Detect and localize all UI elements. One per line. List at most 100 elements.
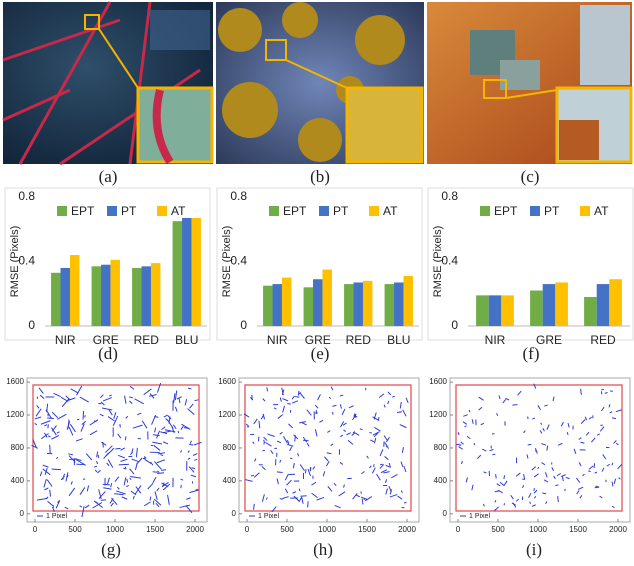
bar [263, 286, 272, 326]
bar [403, 276, 412, 326]
bar [304, 287, 313, 326]
bar [313, 279, 322, 326]
vector-texture [369, 432, 371, 433]
y-axis-label: RMSE (Pixels) [432, 226, 444, 298]
x-tick-label: 0 [33, 525, 38, 534]
bar [385, 284, 394, 326]
vector-texture [47, 418, 54, 419]
vector-texture [565, 489, 566, 491]
vector-texture [305, 469, 306, 473]
vector-texture [77, 419, 79, 420]
legend-swatch [580, 206, 590, 216]
legend-label: AT [171, 204, 186, 218]
x-tick-label: GRE [536, 333, 562, 347]
x-tick-label: 2000 [398, 525, 416, 534]
vector-texture [76, 464, 83, 465]
vector-texture [469, 410, 470, 412]
bar [101, 265, 110, 326]
y-tick-label: 0 [232, 509, 237, 518]
bar [555, 282, 568, 326]
x-tick-label: 2000 [609, 525, 627, 534]
y-tick-label: 0 [451, 318, 458, 332]
vector-texture [308, 501, 309, 507]
vector-texture [115, 448, 120, 449]
x-tick-label: 1500 [358, 525, 376, 534]
caption: (h) [313, 540, 333, 559]
x-tick-label: NIR [485, 333, 506, 347]
legend-label: PT [544, 204, 560, 218]
caption: (i) [526, 540, 542, 559]
y-tick-label: 400 [223, 476, 237, 485]
legend-swatch [107, 206, 117, 216]
vector-texture [504, 475, 505, 479]
x-tick-label: 500 [280, 525, 294, 534]
legend-label: AT [383, 204, 398, 218]
vector-texture [103, 484, 110, 485]
bar [354, 282, 363, 326]
vector-texture [188, 388, 191, 389]
bar [132, 268, 141, 326]
vector-texture [125, 436, 126, 440]
vector-texture [612, 418, 616, 419]
vector-texture [125, 467, 126, 469]
bar [151, 263, 160, 326]
x-tick-label: 1500 [146, 525, 164, 534]
x-tick-label: 500 [491, 525, 505, 534]
legend-swatch [319, 206, 329, 216]
legend-label: PT [121, 204, 137, 218]
x-tick-label: NIR [55, 333, 76, 347]
bar [394, 282, 403, 326]
bar [92, 266, 101, 326]
plot-frame [450, 378, 630, 522]
caption: (e) [311, 344, 330, 363]
caption: (c) [521, 167, 540, 186]
vector-texture [267, 387, 268, 391]
y-tick-label: 800 [223, 443, 237, 452]
bar [363, 281, 372, 326]
vector-texture [595, 487, 599, 488]
bar [110, 260, 119, 326]
y-tick-label: 0 [20, 509, 25, 518]
vector-texture [404, 502, 406, 503]
caption: (a) [99, 167, 118, 186]
y-tick-label: 0 [240, 318, 247, 332]
bar [322, 270, 331, 326]
legend-label: 1 Pixel [258, 513, 279, 520]
bar [584, 297, 597, 326]
y-tick-label: 400 [434, 476, 448, 485]
legend-swatch [269, 206, 279, 216]
vector-texture [138, 438, 141, 439]
y-tick-label: 1200 [429, 410, 447, 419]
legend-swatch [369, 206, 379, 216]
figure: (a) (b) (c) 00.40.8RMSE (Pixels)NIRGRERE… [0, 0, 634, 566]
vector-texture [558, 496, 559, 502]
y-axis-label: RMSE (Pixels) [221, 226, 233, 298]
bar [182, 218, 191, 326]
y-tick-label: 0.8 [18, 189, 35, 203]
caption: (g) [101, 540, 121, 559]
vector-texture [287, 403, 291, 404]
y-tick-label: 1200 [6, 410, 24, 419]
photo-c [427, 2, 632, 164]
y-tick-label: 1600 [429, 377, 447, 386]
vector-texture [504, 503, 505, 505]
plot-frame [239, 378, 419, 522]
bar [173, 221, 182, 326]
y-tick-label: 0.8 [230, 189, 247, 203]
photo-b [216, 2, 424, 164]
x-tick-label: BLU [175, 333, 198, 347]
legend-label: EPT [494, 204, 518, 218]
x-tick-label: 2000 [186, 525, 204, 534]
legend-label: 1 Pixel [46, 513, 67, 520]
y-tick-label: 0 [28, 318, 35, 332]
y-tick-label: 1600 [218, 377, 236, 386]
bar [530, 291, 543, 326]
x-tick-label: BLU [387, 333, 410, 347]
vector-texture [83, 479, 85, 480]
x-tick-label: 1000 [318, 525, 336, 534]
x-tick-label: RED [590, 333, 616, 347]
bar [142, 266, 151, 326]
caption: (b) [310, 167, 330, 186]
bar [282, 278, 291, 326]
x-tick-label: 0 [456, 525, 461, 534]
